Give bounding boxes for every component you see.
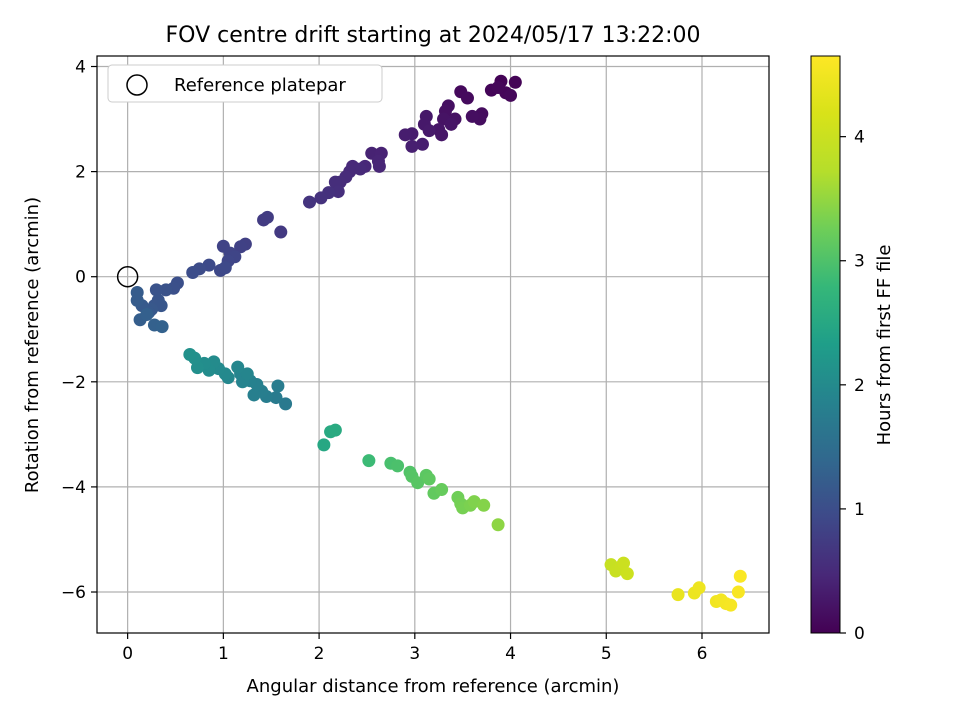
data-point bbox=[353, 162, 367, 176]
data-point bbox=[314, 191, 328, 205]
y-axis-label: Rotation from reference (arcmin) bbox=[22, 197, 43, 493]
data-point bbox=[504, 88, 518, 102]
colorbar-label: Hours from first FF file bbox=[874, 245, 895, 446]
data-point bbox=[149, 283, 163, 297]
colorbar-tick-label: 4 bbox=[854, 128, 865, 148]
x-tick-label: 1 bbox=[218, 644, 229, 664]
chart-title: FOV centre drift starting at 2024/05/17 … bbox=[166, 23, 701, 48]
data-point bbox=[331, 185, 345, 199]
data-point bbox=[159, 283, 173, 297]
data-point bbox=[435, 483, 449, 497]
y-axis-ticks: −6 −4 −2 0 2 4 bbox=[61, 58, 97, 603]
x-tick-label: 4 bbox=[505, 644, 516, 664]
scatter-points bbox=[116, 74, 747, 612]
data-point bbox=[460, 91, 474, 105]
data-point bbox=[435, 128, 449, 142]
data-point bbox=[415, 137, 429, 151]
data-point bbox=[247, 388, 261, 402]
x-axis-ticks: 0 1 2 3 4 5 6 bbox=[122, 633, 707, 664]
data-point bbox=[508, 75, 522, 89]
data-point bbox=[218, 261, 232, 275]
legend-marker-reference bbox=[126, 74, 148, 96]
reference-point-marker bbox=[116, 265, 139, 288]
data-point bbox=[234, 240, 248, 254]
data-point bbox=[731, 585, 745, 599]
y-tick-label: −2 bbox=[61, 373, 86, 393]
x-tick-label: 3 bbox=[409, 644, 420, 664]
legend-entry-reference: Reference platepar bbox=[174, 75, 346, 96]
data-point bbox=[317, 438, 331, 452]
data-point bbox=[398, 128, 412, 142]
grid bbox=[97, 56, 769, 633]
y-tick-label: 0 bbox=[75, 268, 86, 288]
data-point bbox=[692, 581, 706, 595]
x-tick-label: 6 bbox=[697, 644, 708, 664]
data-point bbox=[328, 423, 342, 437]
y-tick-label: −6 bbox=[61, 583, 86, 603]
colorbar-tick-label: 2 bbox=[854, 376, 865, 396]
legend-box bbox=[107, 64, 383, 103]
data-point bbox=[279, 397, 293, 411]
data-point bbox=[155, 320, 169, 334]
data-point bbox=[260, 210, 274, 224]
data-point bbox=[444, 117, 458, 131]
data-point bbox=[422, 472, 436, 486]
x-tick-label: 2 bbox=[314, 644, 325, 664]
x-tick-label: 5 bbox=[601, 644, 612, 664]
data-point bbox=[620, 567, 634, 581]
y-tick-label: 4 bbox=[75, 58, 86, 78]
data-point bbox=[491, 518, 505, 532]
data-point bbox=[405, 139, 419, 153]
data-point bbox=[616, 556, 630, 570]
colorbar bbox=[810, 55, 841, 634]
data-point bbox=[733, 569, 747, 583]
legend: Reference platepar bbox=[107, 64, 383, 103]
data-point bbox=[477, 498, 491, 512]
data-point bbox=[411, 476, 425, 490]
data-point bbox=[130, 285, 144, 299]
colorbar-tick-label: 1 bbox=[854, 500, 865, 520]
y-tick-label: −4 bbox=[61, 478, 86, 498]
x-tick-label: 0 bbox=[122, 644, 133, 664]
y-tick-label: 2 bbox=[75, 163, 86, 183]
colorbar-tick-label: 3 bbox=[854, 252, 865, 272]
data-point bbox=[271, 379, 285, 393]
data-point bbox=[372, 159, 386, 173]
data-point bbox=[140, 308, 154, 322]
data-point bbox=[362, 454, 376, 468]
data-point bbox=[491, 81, 505, 95]
plot-frame bbox=[96, 55, 770, 634]
data-point bbox=[240, 367, 254, 381]
data-point bbox=[269, 391, 283, 405]
x-axis-label: Angular distance from reference (arcmin) bbox=[247, 676, 620, 697]
data-point bbox=[186, 266, 200, 280]
data-point bbox=[724, 598, 738, 612]
data-point bbox=[231, 360, 245, 374]
data-point bbox=[422, 124, 436, 138]
colorbar-tick-label: 0 bbox=[854, 624, 865, 644]
data-point bbox=[465, 109, 479, 123]
data-point bbox=[274, 225, 288, 239]
data-point bbox=[183, 347, 197, 361]
data-point bbox=[303, 195, 317, 209]
data-point bbox=[391, 459, 405, 473]
data-point bbox=[671, 588, 685, 602]
colorbar-ticks: 0 1 2 3 4 bbox=[840, 128, 865, 644]
